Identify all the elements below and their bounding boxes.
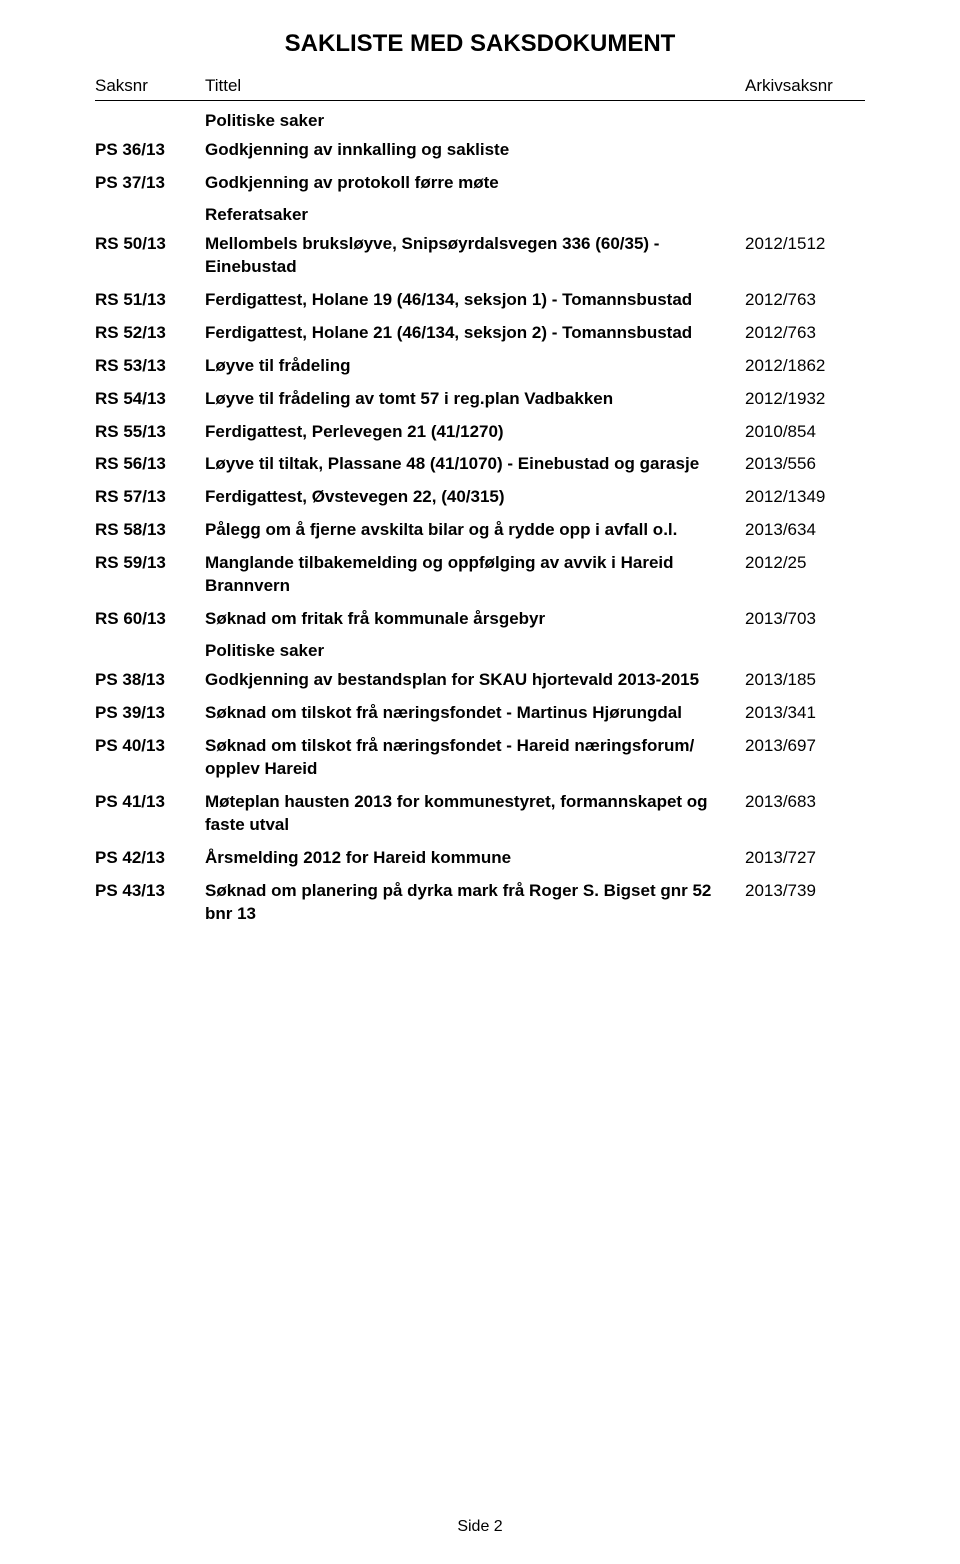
cell-tittel: Årsmelding 2012 for Hareid kommune <box>205 847 745 870</box>
cell-saksnr: RS 51/13 <box>95 289 205 312</box>
cell-tittel: Pålegg om å fjerne avskilta bilar og å r… <box>205 519 745 542</box>
cell-tittel: Godkjenning av innkalling og sakliste <box>205 139 745 162</box>
cell-tittel: Søknad om planering på dyrka mark frå Ro… <box>205 880 745 926</box>
cell-arkiv: 2012/763 <box>745 289 865 312</box>
cell-arkiv: 2013/683 <box>745 791 865 814</box>
table-row: PS 37/13 Godkjenning av protokoll førre … <box>95 172 865 195</box>
cell-tittel: Søknad om tilskot frå næringsfondet - Ma… <box>205 702 745 725</box>
table-row: PS 40/13 Søknad om tilskot frå næringsfo… <box>95 735 865 781</box>
cell-arkiv: 2010/854 <box>745 421 865 444</box>
cell-saksnr: RS 52/13 <box>95 322 205 345</box>
table-row: PS 42/13 Årsmelding 2012 for Hareid komm… <box>95 847 865 870</box>
table-row: RS 52/13 Ferdigattest, Holane 21 (46/134… <box>95 322 865 345</box>
cell-arkiv: 2013/703 <box>745 608 865 631</box>
cell-saksnr: PS 42/13 <box>95 847 205 870</box>
table-row: PS 41/13 Møteplan hausten 2013 for kommu… <box>95 791 865 837</box>
cell-tittel: Ferdigattest, Holane 19 (46/134, seksjon… <box>205 289 745 312</box>
header-arkiv: Arkivsaksnr <box>745 76 865 96</box>
cell-arkiv: 2013/634 <box>745 519 865 542</box>
cell-arkiv: 2013/185 <box>745 669 865 692</box>
cell-arkiv: 2013/556 <box>745 453 865 476</box>
cell-tittel: Løyve til frådeling <box>205 355 745 378</box>
cell-arkiv: 2013/727 <box>745 847 865 870</box>
cell-arkiv: 2012/1932 <box>745 388 865 411</box>
table-row: RS 56/13 Løyve til tiltak, Plassane 48 (… <box>95 453 865 476</box>
cell-saksnr: PS 43/13 <box>95 880 205 903</box>
cell-tittel: Godkjenning av protokoll førre møte <box>205 172 745 195</box>
cell-tittel: Løyve til frådeling av tomt 57 i reg.pla… <box>205 388 745 411</box>
cell-arkiv: 2012/1512 <box>745 233 865 256</box>
table-row: RS 59/13 Manglande tilbakemelding og opp… <box>95 552 865 598</box>
table-row: RS 60/13 Søknad om fritak frå kommunale … <box>95 608 865 631</box>
cell-tittel: Møteplan hausten 2013 for kommunestyret,… <box>205 791 745 837</box>
table-row: RS 54/13 Løyve til frådeling av tomt 57 … <box>95 388 865 411</box>
table-row: RS 50/13 Mellombels bruksløyve, Snipsøyr… <box>95 233 865 279</box>
cell-arkiv: 2012/1349 <box>745 486 865 509</box>
cell-saksnr: RS 59/13 <box>95 552 205 575</box>
cell-saksnr: PS 41/13 <box>95 791 205 814</box>
page-footer: Side 2 <box>0 1518 960 1536</box>
document-title: SAKLISTE MED SAKSDOKUMENT <box>95 30 865 58</box>
cell-saksnr: RS 54/13 <box>95 388 205 411</box>
header-tittel: Tittel <box>205 76 745 96</box>
section-politiske-saker: Politiske saker <box>205 111 865 131</box>
cell-tittel: Manglande tilbakemelding og oppfølging a… <box>205 552 745 598</box>
cell-arkiv: 2013/697 <box>745 735 865 758</box>
table-row: PS 36/13 Godkjenning av innkalling og sa… <box>95 139 865 162</box>
cell-tittel: Ferdigattest, Øvstevegen 22, (40/315) <box>205 486 745 509</box>
cell-arkiv: 2013/341 <box>745 702 865 725</box>
cell-saksnr: RS 58/13 <box>95 519 205 542</box>
cell-saksnr: PS 38/13 <box>95 669 205 692</box>
table-row: RS 58/13 Pålegg om å fjerne avskilta bil… <box>95 519 865 542</box>
table-row: RS 57/13 Ferdigattest, Øvstevegen 22, (4… <box>95 486 865 509</box>
cell-saksnr: PS 36/13 <box>95 139 205 162</box>
cell-saksnr: PS 39/13 <box>95 702 205 725</box>
header-saksnr: Saksnr <box>95 76 205 96</box>
section-referatsaker: Referatsaker <box>205 205 865 225</box>
cell-tittel: Søknad om fritak frå kommunale årsgebyr <box>205 608 745 631</box>
cell-tittel: Søknad om tilskot frå næringsfondet - Ha… <box>205 735 745 781</box>
table-row: RS 51/13 Ferdigattest, Holane 19 (46/134… <box>95 289 865 312</box>
table-row: PS 39/13 Søknad om tilskot frå næringsfo… <box>95 702 865 725</box>
table-row: RS 55/13 Ferdigattest, Perlevegen 21 (41… <box>95 421 865 444</box>
cell-saksnr: RS 55/13 <box>95 421 205 444</box>
table-header-row: Saksnr Tittel Arkivsaksnr <box>95 76 865 101</box>
cell-tittel: Godkjenning av bestandsplan for SKAU hjo… <box>205 669 745 692</box>
cell-tittel: Ferdigattest, Perlevegen 21 (41/1270) <box>205 421 745 444</box>
cell-tittel: Ferdigattest, Holane 21 (46/134, seksjon… <box>205 322 745 345</box>
cell-arkiv: 2013/739 <box>745 880 865 903</box>
cell-saksnr: RS 60/13 <box>95 608 205 631</box>
cell-saksnr: RS 53/13 <box>95 355 205 378</box>
cell-saksnr: PS 37/13 <box>95 172 205 195</box>
cell-saksnr: RS 57/13 <box>95 486 205 509</box>
cell-arkiv: 2012/763 <box>745 322 865 345</box>
table-row: RS 53/13 Løyve til frådeling 2012/1862 <box>95 355 865 378</box>
page: SAKLISTE MED SAKSDOKUMENT Saksnr Tittel … <box>0 0 960 1564</box>
table-row: PS 38/13 Godkjenning av bestandsplan for… <box>95 669 865 692</box>
cell-saksnr: RS 56/13 <box>95 453 205 476</box>
table-row: PS 43/13 Søknad om planering på dyrka ma… <box>95 880 865 926</box>
cell-saksnr: PS 40/13 <box>95 735 205 758</box>
cell-arkiv: 2012/1862 <box>745 355 865 378</box>
cell-tittel: Mellombels bruksløyve, Snipsøyrdalsvegen… <box>205 233 745 279</box>
cell-tittel: Løyve til tiltak, Plassane 48 (41/1070) … <box>205 453 745 476</box>
section-politiske-saker-2: Politiske saker <box>205 641 865 661</box>
cell-arkiv: 2012/25 <box>745 552 865 575</box>
cell-saksnr: RS 50/13 <box>95 233 205 256</box>
